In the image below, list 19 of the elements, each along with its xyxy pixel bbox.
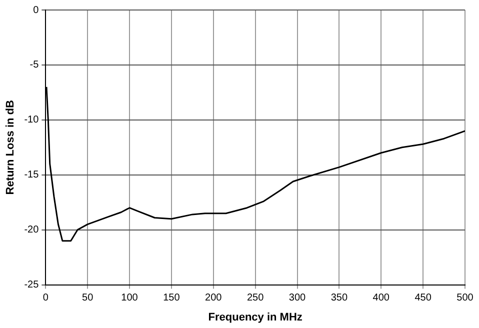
y-axis-title: Return Loss in dB [4,100,17,195]
x-tick-label: 450 [414,292,432,304]
x-tick-label: 250 [246,292,264,304]
x-tick-label: 100 [121,292,138,304]
y-tick-label: -5 [30,60,40,71]
x-tick-label: 500 [456,292,474,304]
y-tick-label: 0 [33,4,40,16]
x-axis-title: Frequency in MHz [208,311,303,324]
y-tick-label: -15 [24,170,40,181]
x-tick-label: 400 [372,292,390,304]
x-tick-label: 0 [42,292,49,304]
x-tick-label: 350 [330,292,348,304]
x-tick-label: 300 [288,292,306,304]
y-tick-label: -25 [24,280,40,291]
x-tick-label: 200 [205,292,222,304]
x-tick-label: 150 [163,292,180,304]
x-tick-label: 50 [82,292,94,304]
y-tick-label: -10 [24,114,40,126]
y-tick-label: -20 [24,224,40,236]
